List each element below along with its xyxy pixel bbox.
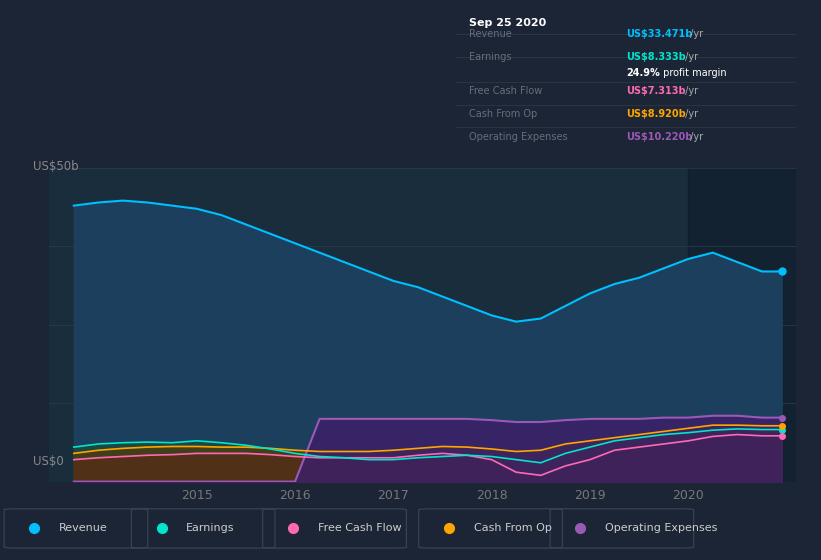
- Text: US$0: US$0: [33, 455, 63, 468]
- Text: /yr: /yr: [682, 52, 698, 62]
- Text: Cash From Op: Cash From Op: [474, 524, 552, 534]
- Text: Free Cash Flow: Free Cash Flow: [470, 86, 543, 96]
- Text: US$33.471b: US$33.471b: [626, 29, 692, 39]
- Text: Revenue: Revenue: [59, 524, 108, 534]
- Text: Sep 25 2020: Sep 25 2020: [470, 17, 547, 27]
- Text: Operating Expenses: Operating Expenses: [470, 132, 568, 142]
- Text: /yr: /yr: [687, 29, 704, 39]
- Text: Cash From Op: Cash From Op: [470, 109, 538, 119]
- Bar: [688, 168, 796, 482]
- Text: Revenue: Revenue: [470, 29, 512, 39]
- Text: US$7.313b: US$7.313b: [626, 86, 686, 96]
- Text: Earnings: Earnings: [186, 524, 235, 534]
- Text: US$10.220b: US$10.220b: [626, 132, 692, 142]
- Text: Operating Expenses: Operating Expenses: [605, 524, 718, 534]
- Text: US$50b: US$50b: [33, 160, 79, 172]
- Text: Free Cash Flow: Free Cash Flow: [318, 524, 401, 534]
- Text: /yr: /yr: [682, 109, 698, 119]
- Text: /yr: /yr: [687, 132, 704, 142]
- Text: /yr: /yr: [682, 86, 698, 96]
- Text: US$8.333b: US$8.333b: [626, 52, 686, 62]
- Text: US$8.920b: US$8.920b: [626, 109, 686, 119]
- Text: Earnings: Earnings: [470, 52, 511, 62]
- Text: 24.9%: 24.9%: [626, 68, 660, 78]
- Text: profit margin: profit margin: [660, 68, 727, 78]
